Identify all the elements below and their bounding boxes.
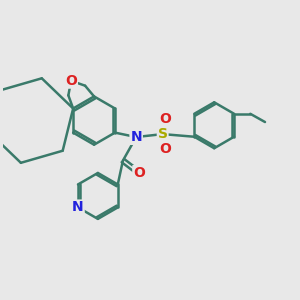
Text: N: N <box>72 200 84 214</box>
Text: O: O <box>65 74 77 88</box>
Text: N: N <box>130 130 142 144</box>
Text: O: O <box>133 166 145 180</box>
Text: S: S <box>158 127 168 141</box>
Text: O: O <box>160 142 172 156</box>
Text: O: O <box>160 112 172 126</box>
